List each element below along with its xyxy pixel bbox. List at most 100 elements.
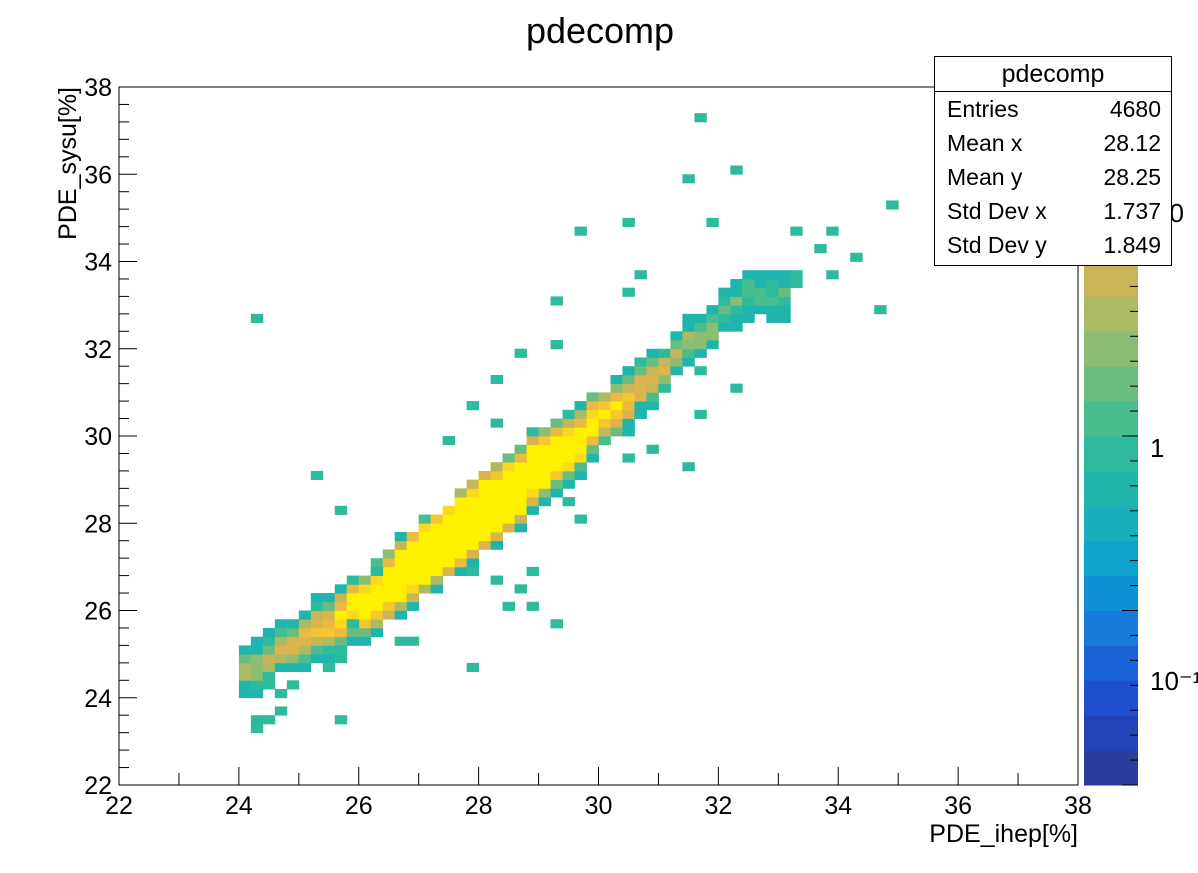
histogram-bin <box>790 278 803 289</box>
histogram-bin <box>418 523 432 533</box>
histogram-bin <box>490 479 503 489</box>
histogram-bin <box>634 392 647 402</box>
histogram-bin <box>502 505 515 515</box>
y-axis-ticks: 22 24 26 28 30 32 34 36 38 <box>84 74 137 800</box>
histogram-bin <box>358 610 372 620</box>
histogram-bin <box>442 549 456 559</box>
histogram-bin <box>466 479 480 489</box>
histogram-bin <box>298 645 312 655</box>
color-scale-swatch <box>1084 505 1138 542</box>
histogram-bin <box>286 636 300 646</box>
histogram-bin <box>310 619 324 629</box>
histogram-bin <box>526 436 539 446</box>
histogram-bin <box>310 627 324 638</box>
x-tick-label: 30 <box>585 792 613 820</box>
histogram-bin <box>778 296 791 306</box>
stats-value: 28.25 <box>1103 164 1161 190</box>
histogram-bin <box>598 392 611 402</box>
histogram-bin <box>442 558 456 568</box>
histogram-bin <box>562 436 575 446</box>
histogram-bin <box>466 514 480 524</box>
histogram-bin <box>562 427 575 437</box>
histogram-bin <box>490 505 503 515</box>
histogram-bin <box>622 453 635 463</box>
histogram-bin <box>694 366 707 376</box>
histogram-bin <box>250 715 264 725</box>
histogram-bin <box>526 497 539 507</box>
histogram-bin <box>238 671 252 681</box>
histogram-bin <box>694 340 707 350</box>
histogram-bin <box>250 645 264 655</box>
histogram-bin <box>238 662 252 672</box>
histogram-bin <box>322 593 336 603</box>
x-tick-label: 36 <box>944 792 972 820</box>
histogram-bin <box>298 636 312 646</box>
histogram-bin <box>562 453 575 463</box>
histogram-bin <box>730 287 743 297</box>
histogram-bin <box>298 610 312 620</box>
histogram-bin <box>574 418 587 428</box>
histogram-bin <box>550 427 563 437</box>
histogram-bin <box>346 601 360 611</box>
histogram-bin <box>526 462 539 472</box>
histogram-bin <box>478 514 492 524</box>
histogram-bin <box>514 514 527 524</box>
histogram-bin <box>346 584 360 594</box>
histogram-bin <box>334 505 348 515</box>
histogram-bin <box>766 270 779 280</box>
histogram-bin <box>718 313 731 323</box>
histogram-bin <box>622 287 635 297</box>
histogram-bin <box>586 436 599 446</box>
histogram-bin <box>622 374 635 385</box>
histogram-bin <box>250 671 264 681</box>
histogram-bin <box>334 610 348 620</box>
histogram-bin <box>694 113 707 123</box>
histogram-bin <box>550 453 563 463</box>
histogram-bin <box>622 409 635 419</box>
histogram-bin <box>658 374 671 385</box>
histogram-bin <box>574 436 587 446</box>
histogram-bin <box>430 514 444 524</box>
histogram-bin <box>670 331 683 341</box>
stats-row-entries: Entries 4680 <box>935 92 1171 126</box>
histogram-bin <box>442 505 456 515</box>
histogram-bin <box>454 523 468 533</box>
histogram-bin <box>394 540 408 550</box>
histogram-bin <box>250 689 264 699</box>
histogram-bin <box>490 497 503 507</box>
histogram-bin <box>346 636 360 646</box>
histogram-bin <box>370 619 384 629</box>
histogram-bin <box>514 497 527 507</box>
histogram-bin <box>634 401 647 411</box>
histogram-bin <box>694 313 707 323</box>
histogram-bin <box>514 488 527 498</box>
histogram-bin <box>730 322 743 332</box>
histogram-bin <box>526 453 539 463</box>
histogram-bin <box>790 270 803 280</box>
histogram-bin <box>826 270 839 280</box>
histogram-bin <box>646 348 659 358</box>
histogram-bin <box>718 322 731 332</box>
histogram-bin <box>550 479 563 489</box>
histogram-bin <box>562 462 575 472</box>
histogram-bin <box>730 383 743 393</box>
color-scale-swatch <box>1084 610 1138 646</box>
histogram-bin <box>610 427 623 437</box>
histogram-bin <box>274 627 288 638</box>
histogram-bin <box>466 549 480 559</box>
histogram-bin <box>682 331 695 341</box>
histogram-bin <box>526 444 539 454</box>
histogram-bin <box>646 366 659 376</box>
histogram-bin <box>490 470 503 481</box>
histogram-bin <box>442 540 456 550</box>
histogram-bin <box>538 488 551 498</box>
histogram-bin <box>322 619 336 629</box>
histogram-bin <box>538 470 551 481</box>
histogram-bin <box>358 627 372 638</box>
histogram-bin <box>514 462 527 472</box>
histogram-bin <box>322 662 336 672</box>
histogram-bin <box>262 662 276 672</box>
histogram-bin <box>742 313 755 323</box>
histogram-bins <box>238 113 899 734</box>
histogram-bin <box>646 383 659 393</box>
